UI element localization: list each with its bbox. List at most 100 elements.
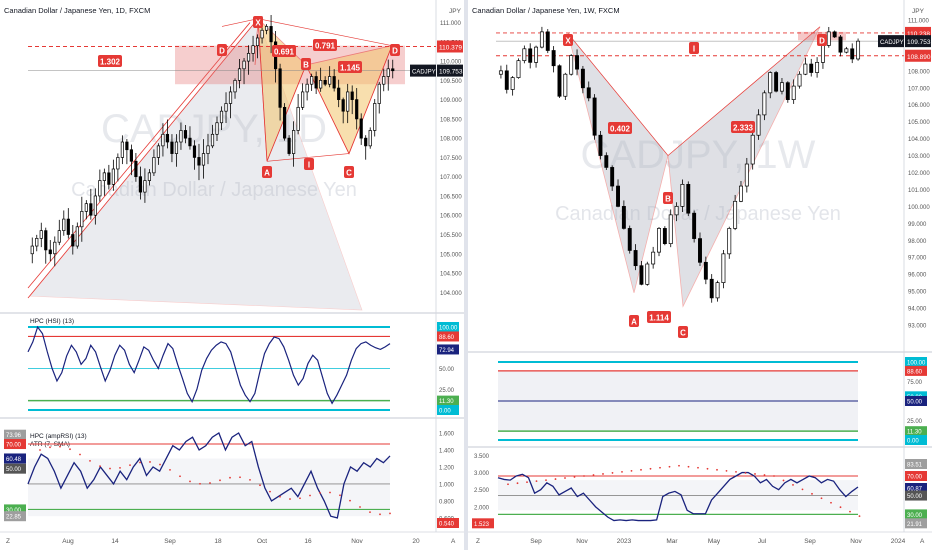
left-ind2-right-tick: 0.800 [439,499,455,505]
left-last-label: CADJPY [412,70,436,76]
right-atr-dot [535,480,538,483]
right-candle [668,214,673,245]
right-candle [662,228,667,245]
right-candle [645,263,650,285]
right-atr-dot [526,481,528,484]
right-price-tick: 94.000 [908,307,927,313]
left-point-i: I [308,161,310,170]
right-watermark: CADJPY, 1W [581,133,816,177]
right-chart[interactable]: Canadian Dollar / Japanese Yen, 1W, FXCM… [468,0,932,550]
left-candle [278,68,282,108]
left-candle [161,133,165,147]
right-candle [739,185,743,202]
right-atr-dot [687,465,690,468]
right-corner-a[interactable]: A [920,538,925,545]
left-atr-dot [169,468,171,471]
left-ind1-title[interactable]: HPC (HSI) (13) [30,318,74,325]
right-ratio-2-bg [647,311,671,323]
right-candle [733,200,738,229]
left-candle [183,130,188,139]
right-atr-dot [649,467,652,470]
right-candle [762,92,767,116]
left-time-tick: 18 [214,538,222,545]
right-candle [721,253,726,283]
right-price-tick: 99.000 [908,222,927,228]
right-candle [820,45,825,63]
right-ind2-right-tick: 50.00 [907,494,923,500]
right-candle [563,73,568,97]
right-ind1-tick-bg [905,396,927,406]
right-candle [557,65,562,97]
left-line-price-bg [437,40,463,53]
right-ind1-tick: 50.00 [907,400,923,406]
right-price-tick: 107.000 [908,86,930,92]
right-candle [850,48,855,60]
left-atr-dot [99,465,101,467]
left-candle [350,91,354,100]
right-price-tick: 111.000 [908,19,929,25]
right-chart-pane[interactable]: Canadian Dollar / Japanese Yen, 1W, FXCM… [468,0,932,550]
right-ind1-tick: 25.00 [907,419,923,425]
left-ind1-series [27,325,391,405]
right-ind2-left-tick: 2.500 [474,488,490,494]
left-time-tick: Nov [351,538,363,545]
left-price-tick: 109.000 [440,98,462,104]
left-chart[interactable]: Canadian Dollar / Japanese Yen, 1D, FXCM… [0,0,464,550]
right-point-i: I [693,45,695,54]
left-point-d-bg [390,44,400,56]
left-atr-dot [259,484,261,487]
right-point-b-bg [663,192,673,204]
right-atr-dot [725,469,728,472]
pane-divider[interactable] [464,0,468,550]
left-candle [35,237,39,247]
left-ind2-left-tick-bg [4,504,26,515]
left-time-tick: 16 [304,538,312,545]
right-point-c: C [680,329,686,338]
right-candle [727,228,732,255]
left-point-i-bg [304,158,314,170]
right-ratio-2: 1.114 [649,314,669,323]
right-price-tick: 100.000 [908,205,930,211]
left-point-x: X [255,19,261,28]
left-atr-dot [319,491,321,494]
left-candle [39,230,43,239]
left-chart-title[interactable]: Canadian Dollar / Japanese Yen, 1D, FXCM [4,6,150,15]
left-ind1-tick: 88.60 [439,335,455,341]
left-ind2-left-tick: 73.96 [6,433,22,439]
left-candle [337,87,341,100]
right-candle [621,206,626,229]
right-watermark-sub: Canadian Dollar / Japanese Yen [555,203,841,225]
right-atr-dot [744,472,747,474]
left-point-x-bg [253,16,263,28]
right-atr-dot [858,515,861,518]
right-chart-title[interactable]: Canadian Dollar / Japanese Yen, 1W, FXCM [472,6,620,15]
left-candle [206,145,210,154]
right-ind1-tick-bg [905,426,927,437]
right-ind2-right-tick-bg [905,509,927,520]
right-ind1-tick-bg [905,435,927,445]
left-chart-pane[interactable]: Canadian Dollar / Japanese Yen, 1D, FXCM… [0,0,464,550]
left-ind2-left-tick: 22.85 [6,515,22,521]
right-candle [580,68,585,89]
right-time-tick: Sep [804,538,816,545]
left-time-tick: 20 [412,538,420,545]
right-time-tick: May [708,538,721,545]
right-ratio-3: 2.333 [733,124,754,133]
left-candle [292,130,296,154]
left-candle [323,80,327,85]
right-candle [610,167,615,187]
left-point-a-bg [262,166,272,178]
right-candle [815,62,820,73]
left-corner-z[interactable]: Z [6,538,10,545]
left-atr-dot [199,482,201,485]
right-atr-dot [754,473,756,475]
right-ind2-left-tick: 1.523 [474,522,490,528]
right-corner-z[interactable]: Z [476,538,480,545]
left-ind2-title[interactable]: HPC (ampRSI) (13) [30,433,87,440]
left-ind1-tick: 0.00 [439,409,451,415]
left-candle [93,195,97,216]
left-ind2-band [28,458,390,517]
right-line-top-price: 110.238 [907,31,930,38]
left-corner-a[interactable]: A [451,538,456,545]
right-point-a-bg [629,315,639,327]
